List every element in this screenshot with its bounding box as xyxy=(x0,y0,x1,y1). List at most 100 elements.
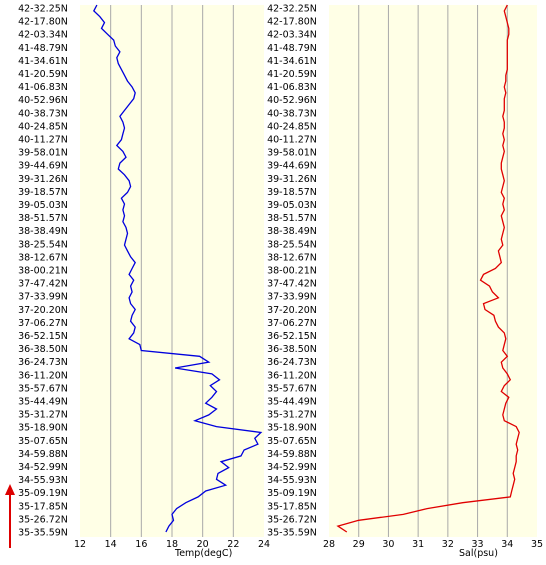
sal-latitude-label: 37-33.99N xyxy=(267,292,317,303)
temp-series-line xyxy=(92,4,263,533)
temp-latitude-label: 36-38.50N xyxy=(18,344,68,355)
temp-latitude-label: 39-44.69N xyxy=(18,161,68,172)
temp-latitude-label: 37-33.99N xyxy=(18,292,68,303)
sal-latitude-label: 35-07.65N xyxy=(267,436,317,447)
sal-latitude-label: 36-11.20N xyxy=(267,370,317,381)
temp-latitude-label: 36-24.73N xyxy=(18,357,68,368)
sal-latitude-label: 40-52.96N xyxy=(267,95,317,106)
sal-latitude-label: 41-06.83N xyxy=(267,82,317,93)
sal-latitude-label: 39-58.01N xyxy=(267,148,317,159)
sal-latitude-label: 39-44.69N xyxy=(267,161,317,172)
sal-latitude-label: 40-11.27N xyxy=(267,135,317,146)
sal-latitude-label: 39-31.26N xyxy=(267,174,317,185)
sal-x-tick-label: 30 xyxy=(382,539,394,550)
sal-series-line xyxy=(336,4,520,533)
temp-x-axis-label: Temp(degC) xyxy=(174,548,232,559)
temp-latitude-label: 35-35.59N xyxy=(18,528,68,539)
temp-latitude-label: 35-31.27N xyxy=(18,410,68,421)
temp-latitude-label: 35-57.67N xyxy=(18,383,68,394)
temp-latitude-label: 40-52.96N xyxy=(18,95,68,106)
temp-latitude-label: 39-05.03N xyxy=(18,200,68,211)
sal-panel: 42-32.25N 42-17.80N 42-03.34N 41-48.79N 41-3… xyxy=(267,4,543,560)
sal-latitude-label: 37-47.42N xyxy=(267,279,317,290)
sal-latitude-label: 34-55.93N xyxy=(267,475,317,486)
temp-latitude-label: 37-47.42N xyxy=(18,279,68,290)
sal-latitude-label: 38-00.21N xyxy=(267,266,317,277)
temp-latitude-label: 37-06.27N xyxy=(18,318,68,329)
temp-latitude-label: 35-26.72N xyxy=(18,514,68,525)
temp-latitude-label: 39-18.57N xyxy=(18,187,68,198)
temp-x-tick-label: 14 xyxy=(105,539,117,550)
temp-x-ticks: 12 14 16 18 20 22 24 xyxy=(74,539,270,550)
temp-x-tick-label: 12 xyxy=(74,539,86,550)
temp-latitude-label: 38-51.57N xyxy=(18,213,68,224)
temp-latitude-label: 42-03.34N xyxy=(18,30,68,41)
sal-latitude-label: 36-38.50N xyxy=(267,344,317,355)
temp-latitude-label: 40-38.73N xyxy=(18,108,68,119)
temp-latitude-label: 41-48.79N xyxy=(18,43,68,54)
temp-panel: 42-32.25N 42-17.80N 42-03.34N 41-48.79N 41-3… xyxy=(18,4,270,560)
temp-latitude-label: 41-06.83N xyxy=(18,82,68,93)
temp-latitude-labels: 42-32.25N 42-17.80N 42-03.34N 41-48.79N 41-3… xyxy=(18,4,68,539)
direction-arrow-icon xyxy=(5,484,15,548)
temp-latitude-label: 41-34.61N xyxy=(18,56,68,67)
sal-latitude-label: 42-17.80N xyxy=(267,17,317,28)
sal-latitude-label: 37-06.27N xyxy=(267,318,317,329)
temp-latitude-label: 38-12.67N xyxy=(18,252,68,263)
temp-latitude-label: 39-58.01N xyxy=(18,148,68,159)
sal-latitude-label: 38-12.67N xyxy=(267,252,317,263)
temp-latitude-label: 36-11.20N xyxy=(18,370,68,381)
sal-latitude-label: 42-03.34N xyxy=(267,30,317,41)
sal-latitude-label: 35-57.67N xyxy=(267,383,317,394)
temp-x-tick-label: 22 xyxy=(227,539,239,550)
sal-x-tick-label: 31 xyxy=(412,539,424,550)
sal-latitude-label: 40-38.73N xyxy=(267,108,317,119)
sal-x-tick-label: 32 xyxy=(442,539,454,550)
temp-latitude-label: 35-44.49N xyxy=(18,397,68,408)
sal-latitude-label: 34-59.88N xyxy=(267,449,317,460)
sal-latitude-label: 38-51.57N xyxy=(267,213,317,224)
sal-latitude-label: 35-18.90N xyxy=(267,423,317,434)
temp-x-tick-label: 24 xyxy=(258,539,270,550)
sal-latitude-label: 35-17.85N xyxy=(267,501,317,512)
temp-latitude-label: 35-09.19N xyxy=(18,488,68,499)
temp-x-tick-label: 16 xyxy=(135,539,147,550)
temp-x-tick-label: 18 xyxy=(166,539,178,550)
sal-x-tick-label: 29 xyxy=(353,539,365,550)
sal-latitude-label: 36-24.73N xyxy=(267,357,317,368)
sal-latitude-label: 38-38.49N xyxy=(267,226,317,237)
sal-grid xyxy=(358,5,508,537)
sal-latitude-label: 41-34.61N xyxy=(267,56,317,67)
temp-latitude-label: 35-17.85N xyxy=(18,501,68,512)
temp-latitude-label: 36-52.15N xyxy=(18,331,68,342)
sal-latitude-labels: 42-32.25N 42-17.80N 42-03.34N 41-48.79N 41-3… xyxy=(267,4,317,539)
temp-latitude-label: 37-20.20N xyxy=(18,305,68,316)
sal-x-tick-label: 34 xyxy=(501,539,513,550)
sal-plot-area xyxy=(329,5,537,537)
sal-latitude-label: 42-32.25N xyxy=(267,4,317,15)
sal-latitude-label: 35-09.19N xyxy=(267,488,317,499)
sal-latitude-label: 41-48.79N xyxy=(267,43,317,54)
sal-latitude-label: 40-24.85N xyxy=(267,121,317,132)
temp-latitude-label: 42-17.80N xyxy=(18,17,68,28)
sal-latitude-label: 34-52.99N xyxy=(267,462,317,473)
temp-latitude-label: 39-31.26N xyxy=(18,174,68,185)
sal-latitude-label: 41-20.59N xyxy=(267,69,317,80)
temp-latitude-label: 38-38.49N xyxy=(18,226,68,237)
temp-latitude-label: 41-20.59N xyxy=(18,69,68,80)
temp-latitude-label: 35-07.65N xyxy=(18,436,68,447)
sal-latitude-label: 38-25.54N xyxy=(267,239,317,250)
sal-x-ticks: 28 29 30 31 32 33 34 35 xyxy=(323,539,543,550)
temp-latitude-label: 34-55.93N xyxy=(18,475,68,486)
temp-latitude-label: 35-18.90N xyxy=(18,423,68,434)
temp-latitude-label: 34-52.99N xyxy=(18,462,68,473)
sal-latitude-label: 35-31.27N xyxy=(267,410,317,421)
sal-latitude-label: 35-44.49N xyxy=(267,397,317,408)
sal-x-tick-label: 35 xyxy=(531,539,543,550)
sal-x-tick-label: 28 xyxy=(323,539,335,550)
temp-grid xyxy=(110,5,234,537)
sal-latitude-label: 36-52.15N xyxy=(267,331,317,342)
temp-latitude-label: 40-11.27N xyxy=(18,135,68,146)
sal-latitude-label: 39-05.03N xyxy=(267,200,317,211)
